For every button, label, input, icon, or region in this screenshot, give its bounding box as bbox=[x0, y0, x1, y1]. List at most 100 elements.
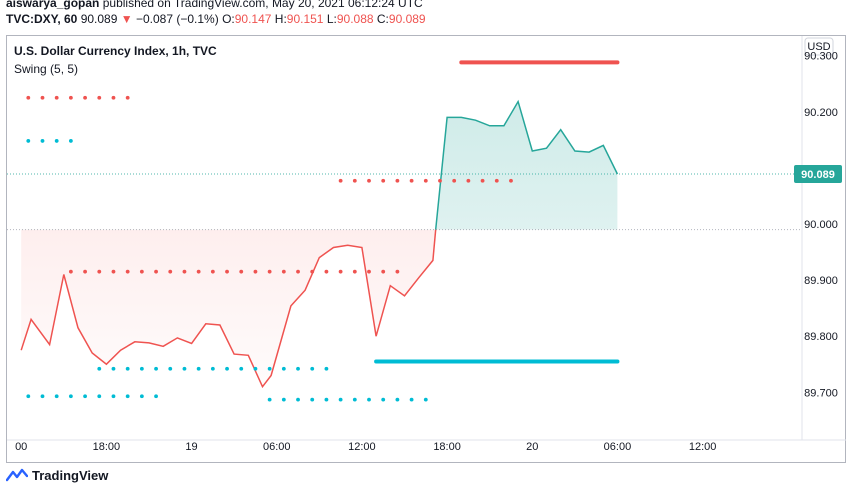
swing-resistance-dot bbox=[267, 269, 272, 274]
y-tick-label: 89.800 bbox=[804, 331, 838, 343]
indicator-label[interactable]: Swing (5, 5) bbox=[14, 62, 79, 76]
swing-support-dot bbox=[281, 366, 286, 371]
close-value: 90.089 bbox=[388, 12, 426, 26]
last-price-tag-label: 90.089 bbox=[801, 169, 835, 181]
x-tick-label: 18:00 bbox=[93, 441, 121, 453]
published-text: published on TradingView.com, May 20, 20… bbox=[102, 0, 423, 10]
author-name[interactable]: aiswarya_gopan bbox=[6, 0, 100, 10]
swing-resistance-dot bbox=[40, 95, 45, 100]
swing-support-dot bbox=[239, 366, 244, 371]
swing-resistance-dot bbox=[253, 269, 258, 274]
high-value: 90.151 bbox=[286, 12, 324, 26]
chart-title[interactable]: U.S. Dollar Currency Index, 1h, TVC bbox=[14, 44, 217, 58]
swing-resistance-dot bbox=[125, 269, 130, 274]
swing-support-dot bbox=[310, 366, 315, 371]
author-line: aiswarya_gopan published on TradingView.… bbox=[6, 0, 423, 10]
swing-support-dot bbox=[68, 394, 73, 399]
swing-resistance-dot bbox=[338, 269, 343, 274]
swing-support-dot bbox=[125, 366, 130, 371]
x-tick-label: 18:00 bbox=[433, 441, 461, 453]
swing-support-dot bbox=[324, 366, 329, 371]
swing-resistance-dot bbox=[139, 269, 144, 274]
price-change: −0.087 (−0.1%) bbox=[135, 12, 219, 26]
swing-resistance-dot bbox=[196, 269, 201, 274]
swing-resistance-dot bbox=[210, 269, 215, 274]
down-arrow-icon: ▼ bbox=[120, 12, 133, 26]
swing-support-dot bbox=[26, 394, 31, 399]
swing-support-dot bbox=[111, 366, 116, 371]
x-tick-label: 12:00 bbox=[348, 441, 376, 453]
swing-support-dot bbox=[381, 397, 386, 402]
tradingview-logo-icon bbox=[6, 468, 28, 482]
swing-resistance-dot bbox=[494, 178, 499, 183]
swing-support-dot bbox=[409, 397, 414, 402]
swing-support-dot bbox=[296, 366, 300, 371]
high-label: H: bbox=[274, 12, 287, 26]
publish-header: aiswarya_gopan published on TradingView.… bbox=[0, 0, 852, 34]
swing-resistance-dot bbox=[381, 269, 386, 274]
swing-resistance-dot bbox=[239, 269, 244, 274]
swing-resistance-dot bbox=[466, 178, 471, 183]
swing-resistance-dot bbox=[395, 269, 400, 274]
swing-resistance-dot bbox=[452, 178, 457, 183]
swing-resistance-dot bbox=[83, 95, 87, 100]
swing-resistance-dot bbox=[68, 269, 73, 274]
swing-resistance-dot bbox=[409, 178, 414, 183]
x-tick-label: 19 bbox=[185, 441, 197, 453]
swing-resistance-dot bbox=[324, 269, 329, 274]
y-tick-label: 90.300 bbox=[804, 51, 838, 63]
swing-resistance-dot bbox=[381, 178, 386, 183]
open-label: O: bbox=[222, 12, 235, 26]
swing-resistance-dot bbox=[182, 269, 187, 274]
ohlc-line: TVC:DXY, 60 90.089 ▼ −0.087 (−0.1%) O: 90… bbox=[6, 12, 426, 26]
swing-resistance-dot bbox=[480, 178, 485, 183]
swing-support-dot bbox=[310, 397, 315, 402]
chart-legend: U.S. Dollar Currency Index, 1h, TVC Swin… bbox=[14, 42, 217, 78]
swing-support-dot bbox=[125, 394, 130, 399]
swing-support-dot bbox=[68, 139, 73, 143]
y-tick-label: 90.000 bbox=[804, 219, 838, 231]
swing-support-dot bbox=[97, 366, 102, 371]
swing-resistance-dot bbox=[125, 95, 130, 100]
swing-resistance-dot bbox=[225, 269, 229, 274]
last-price-tag bbox=[794, 165, 842, 184]
swing-support-dot bbox=[267, 366, 272, 371]
brand-name: TradingView bbox=[32, 467, 109, 483]
swing-resistance-dot bbox=[509, 178, 513, 183]
swing-support-dot bbox=[26, 139, 31, 143]
swing-resistance-dot bbox=[111, 269, 116, 274]
swing-resistance-dot bbox=[154, 269, 158, 274]
swing-support-dot bbox=[40, 394, 45, 399]
y-tick-label: 89.700 bbox=[804, 387, 838, 399]
x-tick-label: 00 bbox=[15, 441, 27, 453]
swing-support-dot bbox=[54, 139, 59, 143]
swing-resistance-dot bbox=[367, 178, 371, 183]
price-line-above bbox=[434, 99, 619, 230]
swing-resistance-dot bbox=[438, 178, 442, 183]
swing-resistance-dot bbox=[310, 269, 315, 274]
x-tick-label: 20 bbox=[526, 441, 538, 453]
close-label: C: bbox=[376, 12, 389, 26]
swing-resistance-dot bbox=[68, 95, 73, 100]
swing-resistance-dot bbox=[423, 178, 428, 183]
swing-resistance-dot bbox=[168, 269, 173, 274]
footer-branding[interactable]: TradingView bbox=[6, 467, 108, 483]
currency-box bbox=[804, 37, 834, 56]
y-tick-label: 89.900 bbox=[804, 275, 838, 287]
swing-support-dot bbox=[196, 366, 201, 371]
swing-resistance-dot bbox=[281, 269, 286, 274]
swing-resistance-dot bbox=[54, 95, 59, 100]
swing-support-dot bbox=[154, 366, 158, 371]
price-line-below bbox=[20, 229, 437, 389]
swing-support-dot bbox=[40, 139, 45, 143]
symbol-label: TVC:DXY, 60 bbox=[6, 12, 78, 26]
swing-support-dot bbox=[324, 397, 329, 402]
swing-resistance-dot bbox=[83, 269, 87, 274]
swing-support-dot bbox=[367, 397, 371, 402]
swing-support-dot bbox=[139, 394, 144, 399]
chart-frame[interactable] bbox=[6, 35, 846, 463]
area-fill-above bbox=[21, 101, 618, 230]
swing-support-dot bbox=[423, 397, 428, 402]
swing-support-dot bbox=[139, 366, 144, 371]
